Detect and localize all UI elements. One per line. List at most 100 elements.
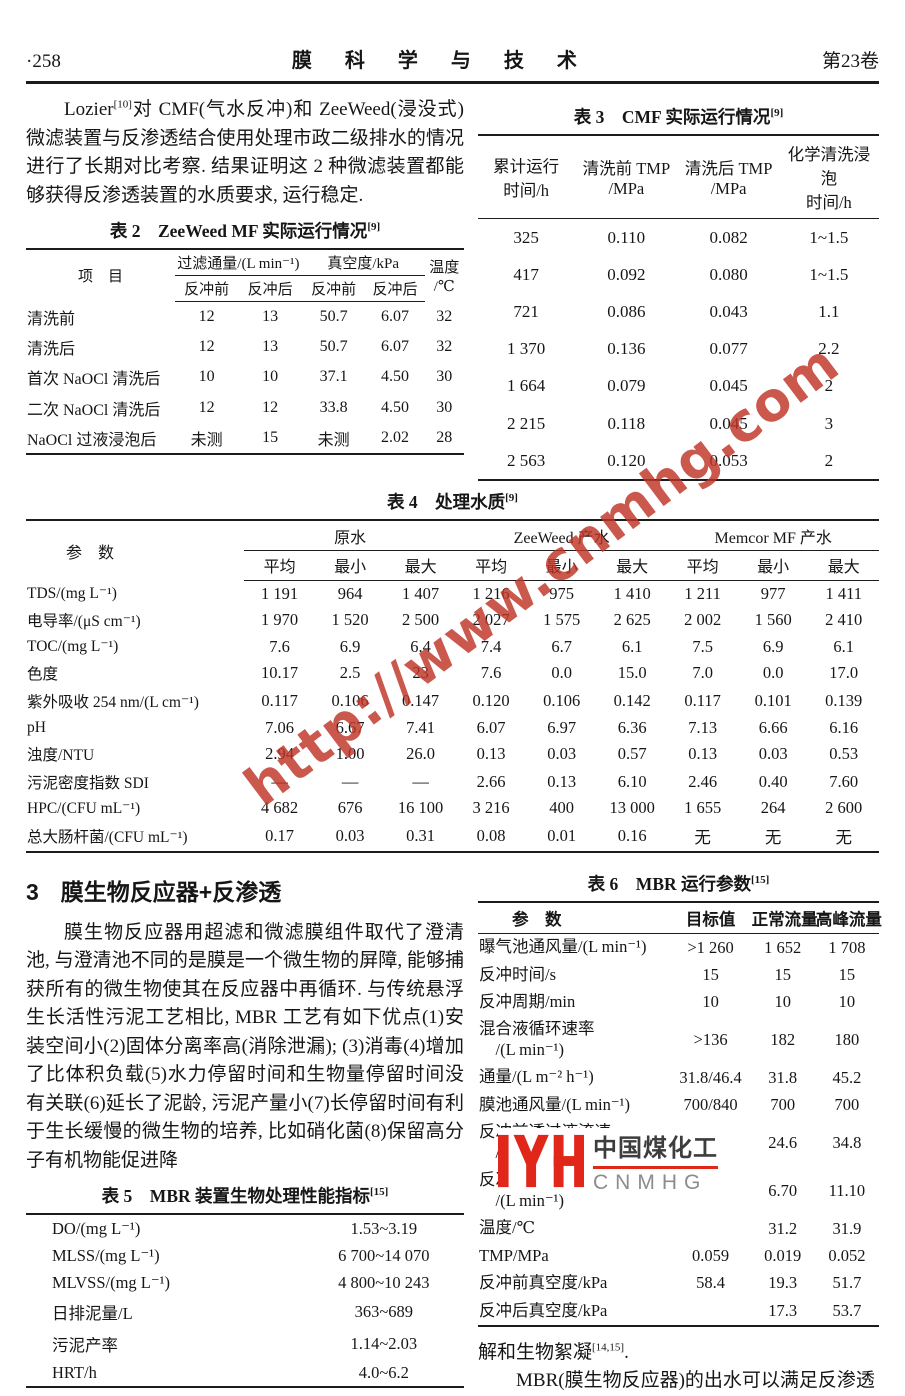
- table-cell: 10: [262, 368, 279, 386]
- table-cell: 7.0: [692, 663, 713, 683]
- table-cell: 6.4: [410, 636, 431, 656]
- table3-ref: [9]: [770, 107, 784, 120]
- table-cell: 37.1: [319, 368, 348, 386]
- table-cell: 总大肠杆菌/(CFU mL⁻¹): [27, 829, 188, 847]
- table4-sub-min: 最小: [526, 550, 597, 581]
- table4-caption: 表 4 处理水质[9]: [26, 489, 879, 514]
- table2-ref: [9]: [367, 221, 381, 234]
- table-row: MLSS/(mg L⁻¹) 6 700~14 070: [26, 1243, 464, 1270]
- table-cell: 1.00: [335, 744, 365, 764]
- table3-body: 325 0.110 0.082 1~1.5 417 0.092 0.080 1~1.5 721 0…: [478, 219, 879, 481]
- top-left-column: Lozier[10]对 CMF(气水反冲)和 ZeeWeed(浸没式)微滤装置与…: [26, 96, 464, 481]
- citation-ref-10: [10]: [113, 98, 132, 111]
- table-cell: 2 027: [472, 610, 510, 630]
- table2-sub-before-1: 反冲前: [174, 275, 239, 302]
- table-cell: 清洗前: [27, 310, 76, 328]
- coal-logo-icon: [498, 1134, 584, 1188]
- table-cell: 700/840: [683, 1095, 738, 1115]
- table-row: 色度 10.17 2.5 23 7.6 0.0 15.0 7.0 0.0 17.0: [26, 660, 879, 688]
- table-cell: 32: [436, 338, 453, 356]
- table-cell: 10: [774, 992, 791, 1012]
- intro-text: 对 CMF(气水反冲)和 ZeeWeed(浸没式)微滤装置与反渗透结合使用处理市…: [26, 99, 464, 206]
- table-cell: 12: [198, 398, 215, 416]
- table6-col-normal-flow: 正常流量: [750, 901, 818, 934]
- table-cell: 3: [824, 413, 834, 433]
- table-cell: 700: [834, 1095, 860, 1115]
- table-cell: 0.17: [265, 826, 294, 846]
- page-number: ·258: [26, 51, 61, 72]
- table4-sub-avg: 平均: [244, 550, 315, 581]
- table-cell: 363~689: [354, 1302, 414, 1322]
- table-cell: 15: [702, 964, 719, 984]
- table4-group-zeeweed: ZeeWeed 产水: [455, 520, 668, 552]
- table-row: 温度/℃ 31.2 31.9: [478, 1215, 879, 1242]
- table-cell: 无: [694, 828, 711, 848]
- closing-paragraph-2: MBR(膜生物反应器)的出水可以满足反渗透: [516, 1370, 875, 1392]
- table-cell: 1~1.5: [809, 227, 849, 247]
- table-cell: 无: [764, 828, 782, 848]
- table-cell: 6.1: [833, 636, 855, 656]
- table-row: HRT/h 4.0~6.2: [26, 1359, 464, 1387]
- table-cell: 2.66: [476, 771, 506, 791]
- table-cell: 7.4: [480, 636, 502, 656]
- table-cell: 曝气池通风量/(L min⁻¹): [479, 937, 647, 957]
- table-cell: 0.052: [828, 1246, 866, 1266]
- table-cell: 6 700~14 070: [338, 1246, 430, 1266]
- table4-title: 表 4 处理水质: [387, 492, 506, 513]
- table-cell: 0.147: [402, 691, 440, 711]
- table-cell: 6.36: [617, 717, 647, 737]
- table-cell: 6.07: [380, 307, 409, 325]
- table-row: 清洗后 12 13 50.7 6.07 32: [26, 332, 464, 362]
- table-cell: 1 708: [828, 937, 866, 957]
- table-cell: 1 211: [684, 583, 721, 603]
- table4-group-raw-water: 原水: [244, 520, 456, 552]
- table-cell: 977: [760, 583, 786, 603]
- section3-number: 3: [26, 878, 39, 905]
- table3-title: 表 3 CMF 实际运行情况: [573, 107, 771, 127]
- table-cell: 2.5: [339, 663, 361, 683]
- table-cell: 11.10: [828, 1180, 866, 1200]
- table-cell: 0.139: [825, 691, 863, 711]
- table-cell: 1 655: [684, 798, 722, 818]
- table-cell: 0.40: [758, 771, 788, 791]
- table4-sub-min: 最小: [737, 550, 809, 581]
- table-row: 通量/(L m⁻² h⁻¹) 31.8/46.4 31.8 45.2: [478, 1064, 879, 1091]
- table-cell: 58.4: [696, 1273, 725, 1293]
- table-cell: 未测: [190, 432, 223, 450]
- table-cell: 2 500: [402, 610, 440, 630]
- table6-col-peak-flow: 高峰流量: [814, 901, 882, 934]
- table-cell: 2.46: [688, 771, 718, 791]
- top-section: Lozier[10]对 CMF(气水反冲)和 ZeeWeed(浸没式)微滤装置与…: [0, 96, 905, 482]
- table4-body: TDS/(mg L⁻¹) 1 191 964 1 407 1 216 975 1 410 1 …: [26, 580, 879, 851]
- table4-sub-max: 最大: [596, 550, 668, 581]
- table-cell: 色度: [27, 666, 59, 684]
- table2-sub-before-2: 反冲前: [301, 275, 366, 302]
- table-cell: 1 410: [613, 583, 651, 603]
- table-cell: 0.045: [709, 376, 748, 396]
- table-cell: 6.7: [551, 636, 572, 656]
- table-cell: 0.092: [607, 264, 646, 284]
- table-row: 325 0.110 0.082 1~1.5: [478, 219, 879, 257]
- table-cell: 7.06: [265, 717, 294, 737]
- table-cell: 6.67: [335, 717, 365, 737]
- table4-sub-max: 最大: [808, 550, 879, 581]
- table2-sub-after-2: 反冲后: [365, 275, 425, 302]
- section3-title: 膜生物反应器+反渗透: [60, 878, 282, 905]
- table2-body: 清洗前 12 13 50.7 6.07 32 清洗后 12 13 50.7 6.07 32 首次 NaO…: [26, 302, 464, 455]
- table5-caption: 表 5 MBR 装置生物处理性能指标[15]: [26, 1183, 464, 1208]
- table-cell: 6.9: [762, 636, 784, 656]
- table-row: 混合液循环速率 /(L min⁻¹) >136 182 180: [478, 1016, 879, 1064]
- table-cell: 7.6: [269, 636, 290, 656]
- table-cell: DO/(mg L⁻¹): [52, 1218, 141, 1238]
- table-cell: 1 575: [543, 610, 581, 630]
- table-cell: pH: [27, 718, 46, 736]
- table-cell: 0.13: [476, 744, 506, 764]
- table-cell: 31.8/46.4: [679, 1067, 742, 1087]
- table4-sub-avg: 平均: [667, 550, 738, 581]
- table-cell: 12: [198, 338, 215, 356]
- table-row: 721 0.086 0.043 1.1: [478, 293, 879, 330]
- closing-paragraph-1: 解和生物絮凝[14,15].: [478, 1339, 879, 1368]
- table-cell: 0.0: [551, 663, 572, 683]
- table-cell: 975: [549, 583, 574, 603]
- table3-col-tmp-before: 清洗前 TMP /MPa: [574, 135, 679, 219]
